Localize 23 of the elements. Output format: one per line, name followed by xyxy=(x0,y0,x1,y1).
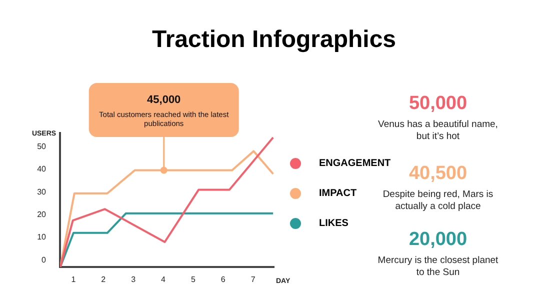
legend-label: LIKES xyxy=(319,218,348,228)
y-tick-label: 40 xyxy=(37,164,47,174)
text: 50,000 xyxy=(408,92,468,116)
x-tick-label: 5 xyxy=(190,275,196,284)
y-tick-label: 0 xyxy=(42,255,47,264)
legend-label: ENGAGEMENT xyxy=(319,158,391,168)
text: Venus has a beautiful name, but it’s hot xyxy=(377,118,499,144)
x-tick-label: 7 xyxy=(250,275,256,284)
text: 40,500 xyxy=(408,163,468,184)
x-tick-label: 1 xyxy=(71,275,76,284)
chart-title: Traction Infographics xyxy=(150,26,398,54)
legend-label: IMPACT xyxy=(319,188,357,198)
y-tick-label: 20 xyxy=(37,210,47,219)
y-tick-label: 10 xyxy=(37,232,47,242)
x-tick-label: 2 xyxy=(101,275,106,284)
text: 20,000 xyxy=(408,228,468,252)
text: Despite being red, Mars is actually a cold place xyxy=(382,188,494,214)
x-tick-label: 3 xyxy=(131,275,136,284)
x-tick-label: 6 xyxy=(220,275,226,284)
y-tick-label: 50 xyxy=(37,142,47,151)
x-tick-label: 4 xyxy=(161,275,166,284)
y-tick-label: 30 xyxy=(37,187,47,196)
text: Mercury is the closest planet to the Sun xyxy=(376,254,500,280)
